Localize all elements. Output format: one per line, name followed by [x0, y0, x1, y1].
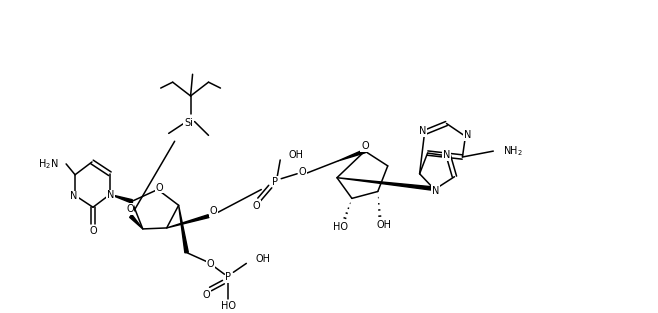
Text: N: N [443, 150, 450, 160]
Text: O: O [89, 226, 97, 236]
Text: N: N [419, 126, 426, 136]
Text: N: N [107, 190, 114, 200]
Polygon shape [110, 194, 132, 203]
Text: Si: Si [184, 118, 193, 127]
Text: N: N [70, 192, 78, 202]
Text: N: N [464, 130, 471, 140]
Text: P: P [226, 272, 232, 282]
Text: O: O [361, 141, 368, 151]
Text: O: O [207, 259, 215, 269]
Text: O: O [203, 290, 211, 300]
Text: O: O [298, 167, 306, 177]
Polygon shape [178, 205, 188, 253]
Text: OH: OH [255, 254, 270, 264]
Text: NH$_2$: NH$_2$ [503, 144, 523, 158]
Polygon shape [338, 150, 365, 161]
Text: O: O [253, 201, 260, 211]
Text: O: O [156, 182, 164, 192]
Text: P: P [272, 177, 278, 187]
Text: O: O [126, 204, 134, 214]
Text: OH: OH [376, 220, 392, 230]
Text: N: N [432, 186, 440, 196]
Polygon shape [130, 215, 143, 229]
Text: HO: HO [221, 301, 236, 311]
Polygon shape [337, 178, 433, 190]
Text: H$_2$N: H$_2$N [38, 157, 58, 171]
Polygon shape [166, 215, 209, 228]
Text: OH: OH [288, 150, 303, 160]
Text: O: O [210, 206, 217, 216]
Text: HO: HO [334, 222, 349, 232]
